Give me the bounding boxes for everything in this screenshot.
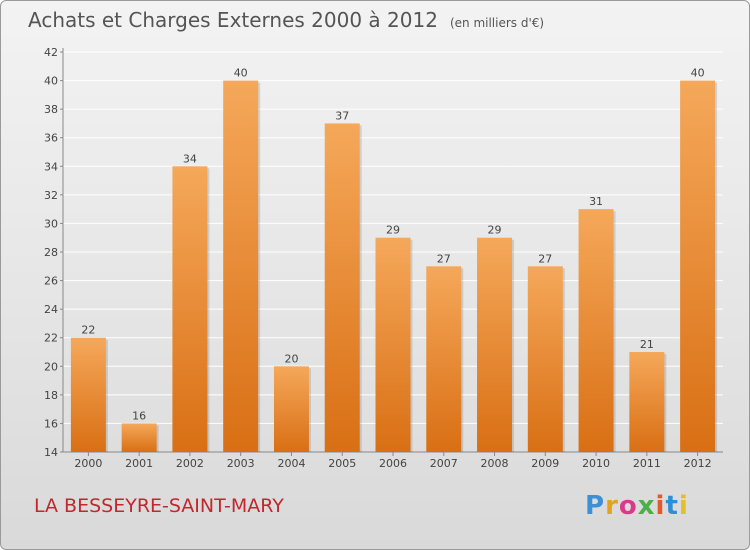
x-tick-label: 2003 (227, 457, 255, 470)
value-label: 40 (234, 67, 248, 80)
x-tick-label: 2004 (277, 457, 305, 470)
y-tick-label: 28 (44, 246, 58, 259)
value-label: 34 (183, 152, 197, 165)
x-tick-label: 2006 (379, 457, 407, 470)
value-label: 29 (386, 224, 400, 237)
y-tick-label: 36 (44, 132, 58, 145)
x-tick-label: 2005 (328, 457, 356, 470)
bar-2007 (426, 266, 462, 452)
logo-letter: i (678, 491, 689, 521)
y-tick-label: 20 (44, 360, 58, 373)
bar-2006 (375, 237, 411, 452)
x-tick-label: 2007 (430, 457, 458, 470)
bar-2005 (324, 123, 360, 452)
value-label: 29 (488, 224, 502, 237)
y-tick-label: 16 (44, 417, 58, 430)
x-tick-label: 2009 (531, 457, 559, 470)
y-tick-label: 24 (44, 303, 58, 316)
y-tick-label: 18 (44, 389, 58, 402)
bar-2001 (121, 423, 157, 452)
chart-unit: (en milliers d'€) (449, 16, 545, 30)
bar-2003 (223, 80, 259, 453)
x-tick-label: 2002 (176, 457, 204, 470)
value-label: 16 (132, 409, 146, 422)
y-tick-label: 14 (44, 446, 58, 459)
bar-2012 (680, 80, 716, 453)
logo-letter: o (618, 491, 638, 521)
y-tick-label: 38 (44, 103, 58, 116)
logo-letter: r (605, 491, 619, 521)
y-tick-label: 34 (44, 160, 58, 173)
value-label: 37 (335, 109, 349, 122)
y-tick-label: 26 (44, 275, 58, 288)
bars: 22 16 34 40 20 37 29 27 29 27 31 21 40 (70, 67, 718, 453)
x-tick-label: 2011 (633, 457, 661, 470)
x-tick-label: 2000 (74, 457, 102, 470)
value-label: 27 (538, 252, 552, 265)
value-label: 40 (691, 67, 705, 80)
logo-letter: P (585, 491, 606, 521)
bar-2009 (527, 266, 563, 452)
value-label: 21 (640, 338, 654, 351)
bar-2011 (629, 352, 665, 452)
chart-title-text: Achats et Charges Externes 2000 à 2012 (28, 8, 438, 32)
x-tick-label: 2012 (684, 457, 712, 470)
bar-2010 (578, 209, 614, 452)
logo-letter: i (655, 491, 666, 521)
bar-2002 (172, 166, 208, 453)
y-tick-label: 30 (44, 217, 58, 230)
value-label: 27 (437, 252, 451, 265)
value-label: 31 (589, 195, 603, 208)
value-label: 20 (284, 352, 298, 365)
y-tick-label: 40 (44, 75, 58, 88)
commune-name: LA BESSEYRE-SAINT-MARY (34, 495, 284, 517)
bar-2008 (477, 237, 513, 452)
chart-title: Achats et Charges Externes 2000 à 2012 (e… (28, 8, 544, 32)
logo-letter: x (637, 491, 656, 521)
y-tick-label: 22 (44, 332, 58, 345)
bar-2004 (273, 366, 309, 452)
x-tick-label: 2001 (125, 457, 153, 470)
logo-letter: t (665, 491, 679, 521)
proxiti-logo: Proxiti (585, 491, 689, 521)
y-tick-label: 42 (44, 46, 58, 59)
bar-2000 (70, 337, 106, 452)
y-tick-label: 32 (44, 189, 58, 202)
x-tick-label: 2010 (582, 457, 610, 470)
x-tick-label: 2008 (481, 457, 509, 470)
value-label: 22 (81, 324, 95, 337)
